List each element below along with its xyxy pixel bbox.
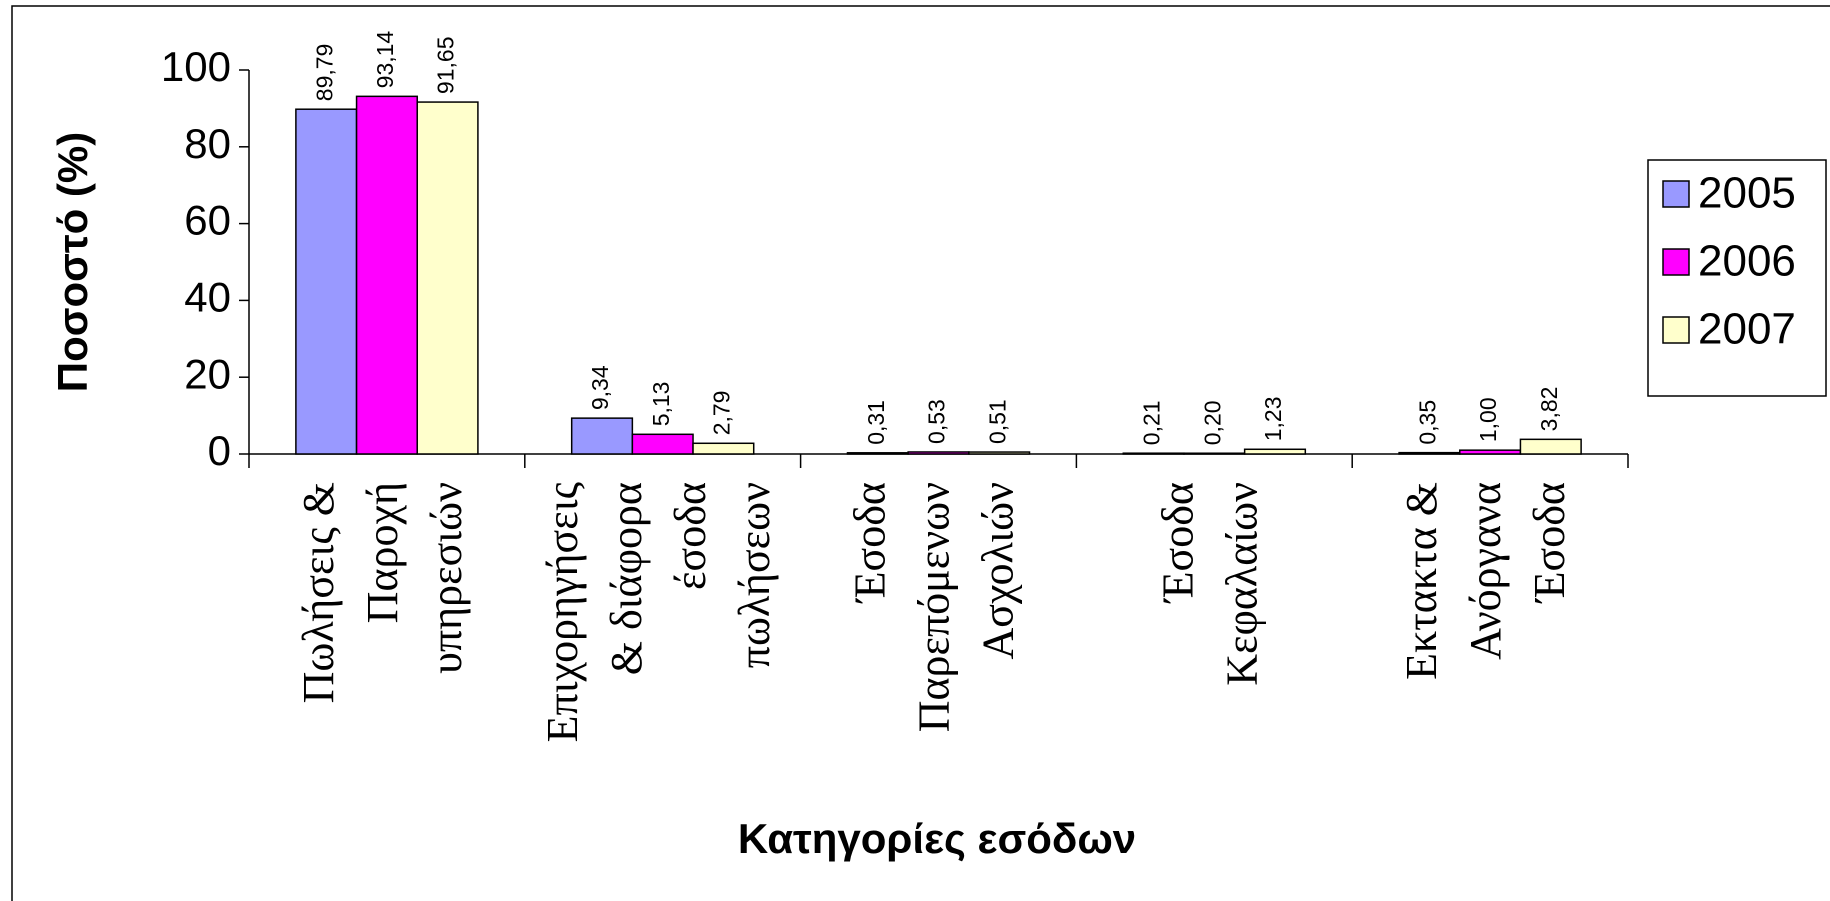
- value-label: 93,14: [372, 31, 398, 89]
- x-tick-label: Έσοδα: [1153, 482, 1202, 604]
- x-tick-label: Παροχή: [358, 482, 407, 623]
- bar: [1459, 449, 1522, 455]
- bar: [692, 442, 755, 455]
- y-tick-label: 20: [184, 350, 231, 397]
- legend-swatch: [1662, 316, 1690, 344]
- bar: [1519, 438, 1582, 455]
- value-label: 5,13: [648, 382, 674, 427]
- value-label: 3,82: [1536, 387, 1562, 432]
- legend-label: 2005: [1698, 169, 1796, 218]
- x-tick-label: υπηρεσιών: [422, 482, 471, 674]
- bar: [355, 95, 418, 455]
- x-tick-label: & διάφορα: [602, 482, 651, 675]
- y-tick-label: 60: [184, 197, 231, 244]
- y-tick-label: 80: [184, 120, 231, 167]
- bar: [1243, 448, 1307, 455]
- x-axis-title: Κατηγορίες εσόδων: [738, 815, 1136, 862]
- x-tick-label: έσοδα: [666, 482, 715, 590]
- legend-label: 2007: [1698, 305, 1796, 354]
- value-label: 0,53: [924, 399, 950, 444]
- x-tick-label: Παρεπόμενων: [910, 482, 959, 732]
- y-tick-label: 100: [161, 43, 231, 90]
- x-tick-label: Κεφαλαίων: [1217, 482, 1266, 686]
- value-label: 1,23: [1260, 397, 1286, 442]
- value-label: 0,20: [1199, 400, 1225, 445]
- bar: [570, 417, 634, 455]
- bar: [968, 451, 1031, 455]
- y-axis-title: Ποσοστό (%): [49, 132, 96, 393]
- bar: [416, 101, 479, 455]
- y-tick-label: 0: [208, 427, 231, 474]
- bar: [846, 452, 909, 455]
- value-label: 91,65: [433, 37, 459, 95]
- bar: [1398, 451, 1461, 455]
- x-tick-label: Εκτακτα &: [1397, 482, 1446, 680]
- legend-swatch: [1662, 248, 1690, 276]
- x-tick-label: Ασχολιών: [974, 482, 1023, 660]
- x-tick-label: Ανόργανα: [1461, 482, 1510, 660]
- x-tick-label: πωλήσεων: [730, 482, 779, 668]
- bar: [907, 451, 970, 455]
- value-label: 0,51: [984, 399, 1010, 444]
- value-label: 0,31: [863, 400, 889, 445]
- x-tick-label: Έσοδα: [1525, 482, 1574, 604]
- bar: [1122, 452, 1185, 455]
- bar: [1183, 452, 1246, 455]
- legend-label: 2006: [1698, 237, 1796, 286]
- chart-frame: [11, 5, 1830, 901]
- x-tick-label: Έσοδα: [846, 482, 895, 604]
- legend-swatch: [1662, 180, 1690, 208]
- value-label: 1,00: [1475, 397, 1501, 442]
- y-tick-label: 40: [184, 273, 231, 320]
- value-label: 89,79: [311, 44, 337, 102]
- x-tick-label: Πωλήσεις &: [294, 482, 343, 703]
- bar: [631, 433, 694, 455]
- x-tick-label: Επιχορηγήσεις: [538, 482, 587, 742]
- value-label: 9,34: [587, 365, 613, 410]
- bar: [295, 108, 358, 455]
- value-label: 0,21: [1139, 400, 1165, 445]
- value-label: 0,35: [1415, 400, 1441, 445]
- value-label: 2,79: [708, 391, 734, 436]
